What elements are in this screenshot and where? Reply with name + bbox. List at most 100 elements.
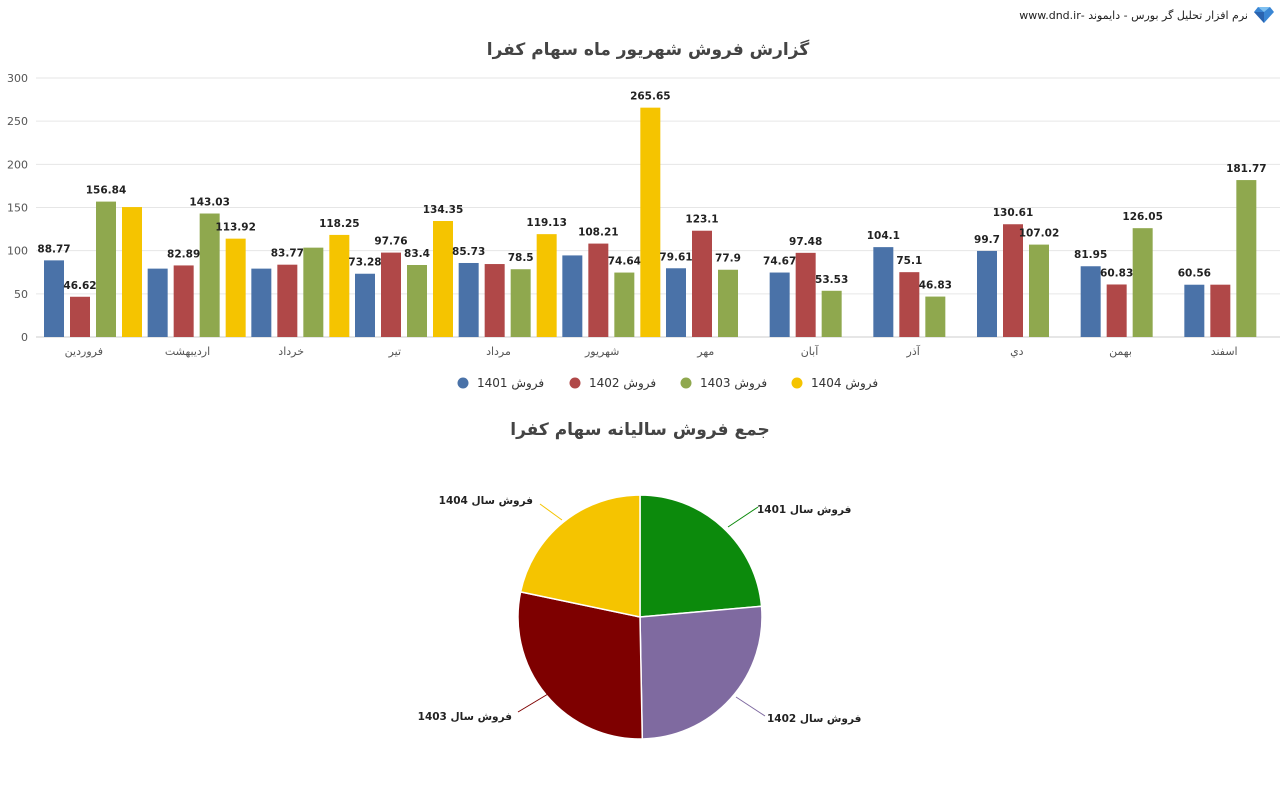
x-category-label: دي: [1010, 345, 1024, 358]
bar-value-label: 81.95: [1074, 249, 1107, 261]
x-category-label: آذر: [906, 344, 921, 358]
bar: [692, 230, 712, 337]
bar: [484, 264, 505, 337]
bar: [1236, 180, 1257, 337]
bar-value-label: 85.73: [452, 246, 485, 258]
bar: [225, 238, 246, 337]
bar-value-label: 60.83: [1100, 267, 1133, 279]
legend-marker: [791, 377, 803, 389]
pie-slice-label: فروش سال 1402: [767, 713, 861, 725]
bar: [821, 290, 842, 337]
x-category-label: آبان: [801, 344, 819, 358]
bar-chart-title: گزارش فروش شهریور ماه سهام کفرا: [487, 39, 810, 60]
legend-marker: [569, 377, 581, 389]
x-category-label: اردیبهشت: [165, 345, 210, 358]
pie-leader-line: [539, 503, 563, 521]
brand-text: نرم افزار تحلیل گر بورس - دایموند -www.d…: [1019, 8, 1248, 22]
bar: [277, 264, 298, 337]
bar: [899, 272, 920, 337]
y-tick-label: 50: [14, 288, 28, 301]
y-tick-label: 0: [21, 331, 28, 344]
bar-value-label: 181.77: [1226, 163, 1267, 175]
bar: [173, 265, 194, 337]
bar-value-label: 60.56: [1178, 268, 1211, 280]
pie-slice-label: فروش سال 1401: [757, 504, 851, 516]
pie-slice-label: فروش سال 1403: [418, 711, 512, 723]
bar: [1029, 244, 1049, 337]
bar-value-label: 107.02: [1019, 228, 1060, 240]
bar-value-label: 88.77: [37, 243, 70, 255]
bar-value-label: 73.28: [348, 257, 381, 269]
bar-value-label: 83.4: [404, 248, 430, 260]
bar: [1080, 266, 1101, 337]
bar: [977, 250, 997, 337]
x-category-label: مرداد: [486, 345, 511, 358]
bar-value-label: 119.13: [526, 217, 567, 229]
pie-chart: فروش سال 1401 فروش سال 1402 فروش سال 1403 ف…: [418, 494, 861, 740]
bar-value-label: 156.84: [86, 185, 127, 197]
x-category-label: مهر: [696, 345, 714, 358]
y-tick-label: 250: [7, 115, 28, 128]
bar: [433, 221, 453, 337]
bar: [718, 269, 738, 337]
bar-chart-bars: 88.77 46.62 156.84 فروردین 82.89 143.03 113.92…: [37, 91, 1266, 358]
x-category-label: شهریور: [584, 345, 619, 358]
bar: [1184, 284, 1205, 337]
bar-value-label: 75.1: [896, 255, 922, 267]
bar-value-label: 126.05: [1122, 211, 1163, 223]
bar: [122, 207, 142, 337]
x-category-label: تیر: [388, 345, 401, 358]
legend-marker: [680, 377, 692, 389]
x-category-label: خرداد: [278, 345, 304, 358]
bar: [1210, 284, 1231, 337]
bar: [44, 260, 64, 337]
bar: [251, 268, 272, 337]
bar-value-label: 143.03: [189, 197, 230, 209]
bar: [588, 243, 609, 337]
bar: [925, 296, 946, 337]
y-tick-label: 100: [7, 245, 28, 258]
bar-chart-legend: فروش 1401 فروش 1402 فروش 1403 فروش 1404: [457, 376, 878, 391]
bar: [873, 247, 894, 337]
pie-slice: [639, 494, 763, 618]
bar-value-label: 265.65: [630, 91, 671, 103]
bar: [614, 272, 635, 337]
bar: [562, 255, 583, 337]
bar: [510, 269, 531, 337]
bar: [329, 234, 350, 337]
legend-label: فروش 1402: [589, 376, 656, 391]
pie-slice-label: فروش سال 1404: [439, 495, 533, 507]
bar-value-label: 97.76: [374, 236, 407, 248]
pie-leader-line: [517, 693, 549, 713]
bar: [536, 234, 557, 337]
bar-value-label: 77.9: [715, 253, 741, 265]
bar-value-label: 118.25: [319, 218, 360, 230]
x-category-label: بهمن: [1109, 345, 1132, 358]
bar: [1003, 224, 1023, 337]
bar: [640, 107, 661, 337]
bar-value-label: 74.64: [608, 256, 641, 268]
pie-slice: [519, 494, 641, 618]
bar: [769, 272, 790, 337]
diamond-icon: [1254, 7, 1274, 23]
bar: [70, 296, 90, 337]
bar-value-label: 130.61: [993, 207, 1034, 219]
bar: [199, 213, 220, 337]
legend-label: فروش 1403: [700, 376, 767, 391]
pie-slice: [639, 605, 763, 740]
bar-value-label: 108.21: [578, 227, 619, 239]
x-category-label: فروردین: [65, 345, 103, 358]
pie-chart-title: جمع فروش سالیانه سهام کفرا: [510, 420, 769, 440]
bar: [795, 252, 816, 337]
brand-header: نرم افزار تحلیل گر بورس - دایموند -www.d…: [1019, 6, 1274, 24]
bar-value-label: 134.35: [423, 204, 464, 216]
bar: [458, 262, 479, 337]
bar-value-label: 83.77: [271, 248, 304, 260]
bar-value-label: 78.5: [508, 252, 534, 264]
legend-label: فروش 1404: [811, 376, 878, 391]
pie-leader-line: [735, 696, 766, 717]
x-category-label: اسفند: [1211, 345, 1238, 358]
bar: [1106, 284, 1127, 337]
y-tick-label: 200: [7, 158, 28, 171]
